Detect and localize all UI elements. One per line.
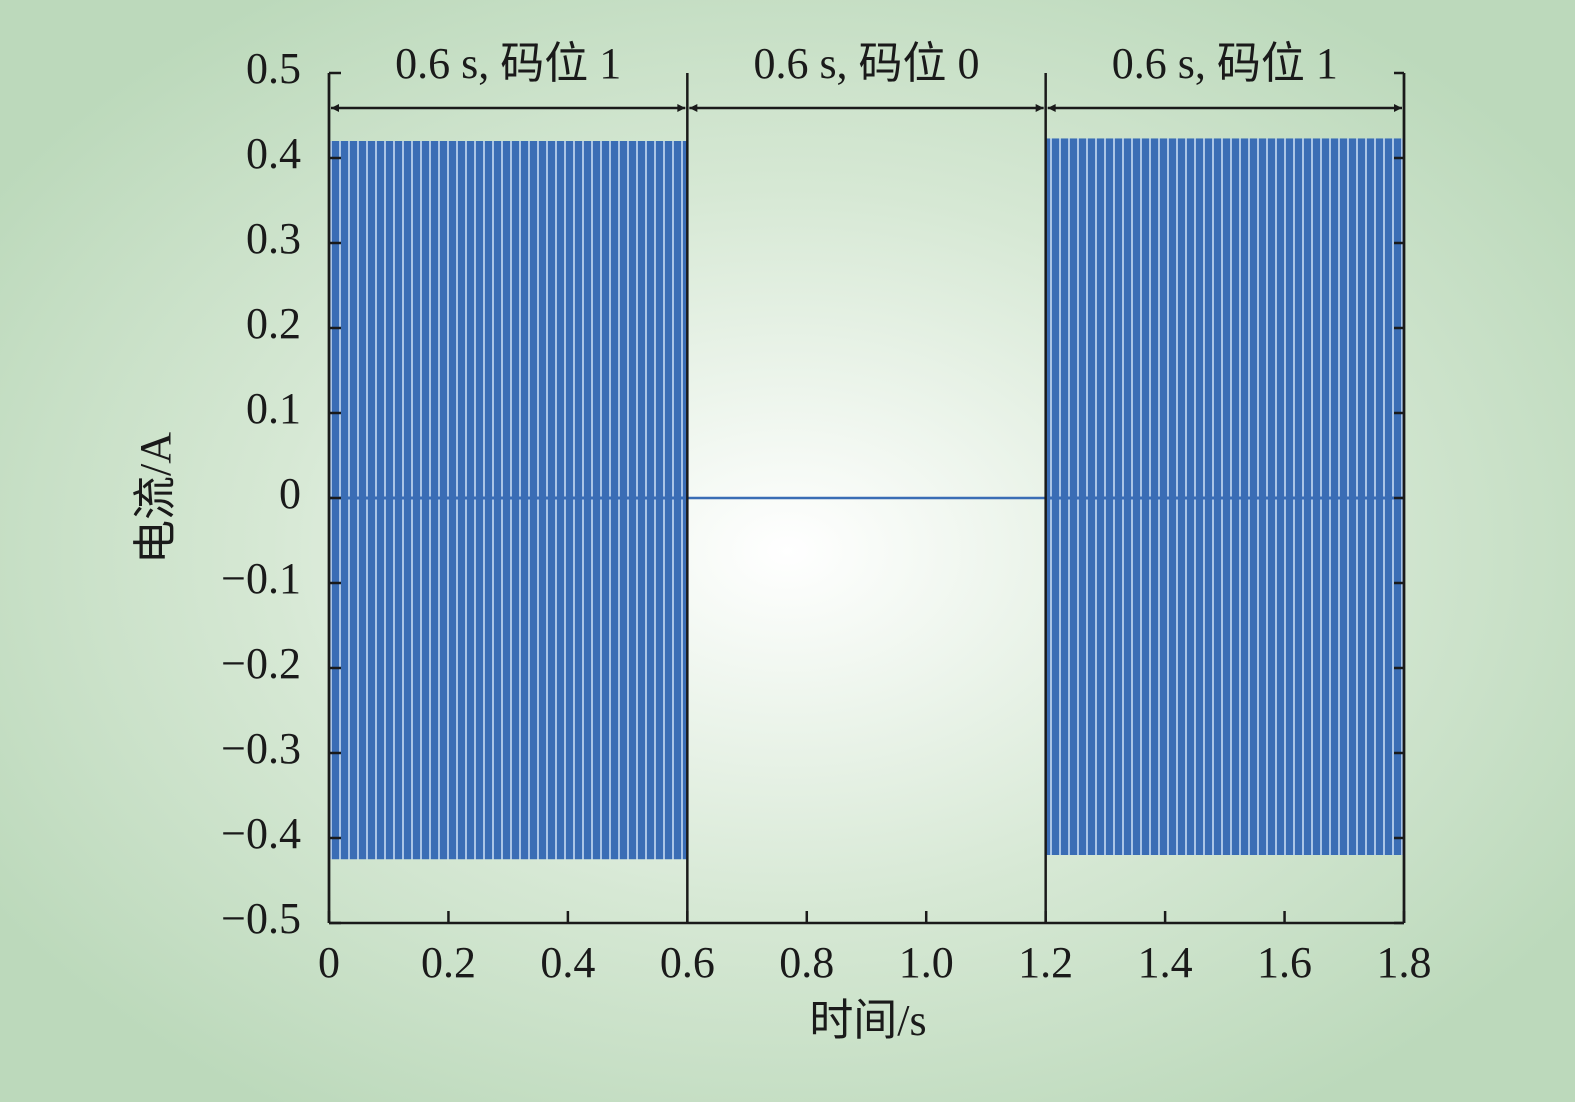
x-tick-label: 1.0 bbox=[899, 938, 954, 987]
span-label: 0.6 s, 码位 0 bbox=[753, 39, 979, 88]
y-axis-label: 电流/A bbox=[131, 432, 180, 564]
x-tick-label: 1.2 bbox=[1018, 938, 1073, 987]
span-label: 0.6 s, 码位 1 bbox=[395, 39, 621, 88]
x-axis-label: 时间/s bbox=[809, 996, 926, 1045]
span-label: 0.6 s, 码位 1 bbox=[1112, 39, 1338, 88]
y-tick-label: 0.3 bbox=[246, 214, 301, 263]
x-tick-label: 0.8 bbox=[779, 938, 834, 987]
y-tick-label: 0.2 bbox=[246, 299, 301, 348]
y-tick-label: −0.2 bbox=[221, 639, 301, 688]
x-tick-label: 0.4 bbox=[540, 938, 595, 987]
x-tick-label: 1.4 bbox=[1138, 938, 1193, 987]
x-tick-label: 1.6 bbox=[1257, 938, 1312, 987]
y-tick-label: 0.1 bbox=[246, 384, 301, 433]
y-tick-label: −0.1 bbox=[221, 554, 301, 603]
y-tick-label: −0.4 bbox=[221, 809, 301, 858]
x-tick-label: 0 bbox=[318, 938, 340, 987]
y-tick-label: 0.5 bbox=[246, 44, 301, 93]
y-tick-label: −0.5 bbox=[221, 894, 301, 943]
y-tick-label: 0 bbox=[279, 469, 301, 518]
signal-band bbox=[329, 141, 688, 860]
y-tick-label: −0.3 bbox=[221, 724, 301, 773]
x-tick-label: 0.6 bbox=[660, 938, 715, 987]
y-tick-label: 0.4 bbox=[246, 129, 301, 178]
x-tick-label: 1.8 bbox=[1377, 938, 1432, 987]
x-tick-label: 0.2 bbox=[421, 938, 476, 987]
